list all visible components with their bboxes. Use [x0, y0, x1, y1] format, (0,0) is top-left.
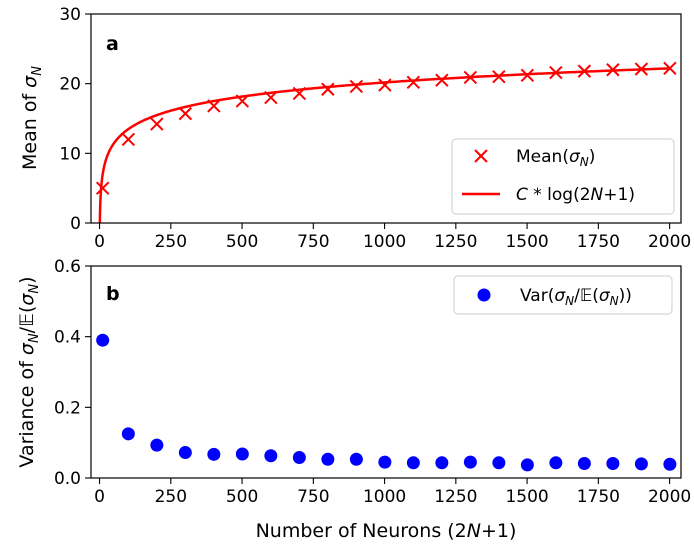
legend-var-marker [477, 288, 491, 302]
panel-a-point [121, 132, 136, 147]
panel-a-point [95, 181, 110, 195]
panel-b-point [634, 457, 648, 471]
panel-b-tick-labels: 0 250 500 750 1000 1250 1500 1750 2000 0.0 0.2 0.4 0… [54, 257, 691, 507]
panel-b-xtick-label: 500 [226, 487, 258, 507]
panel-a-xtick-label: 250 [155, 232, 187, 252]
x-axis-label: Number of Neurons (2N+1) [256, 520, 517, 542]
panel-b-point [264, 449, 278, 463]
panel-a-point [406, 75, 421, 89]
panel-b-legend: Var(σN/𝔼(σN)) [453, 275, 673, 315]
panel-b-ytick-label: 0.6 [54, 257, 81, 277]
panel-b-point [121, 427, 135, 441]
panel-b-point [577, 457, 591, 471]
panel-b-ticks [85, 265, 671, 484]
panel-b-point [321, 452, 335, 466]
panel-a-point [292, 86, 307, 101]
panel-b-legend-box [453, 275, 673, 315]
legend-fit-label: C * log(2N+1) [516, 185, 635, 205]
panel-a-fit-curve [98, 67, 670, 223]
panel-a-xtick-label: 0 [94, 232, 105, 252]
panel-a-xtick-label: 1250 [434, 232, 477, 252]
panel-b-point [178, 446, 192, 460]
panel-b-xtick-label: 750 [297, 487, 329, 507]
panel-b-xtick-label: 1500 [505, 487, 548, 507]
panel-a-point [463, 70, 478, 85]
panel-a-ytick-label: 20 [59, 75, 81, 95]
panel-b-point [349, 452, 363, 466]
panel-b-xtick-label: 0 [94, 487, 105, 507]
panel-b-xtick-label: 2000 [648, 487, 691, 507]
legend-var-label: Var(σN/𝔼(σN)) [520, 286, 632, 308]
panel-a-point [207, 99, 221, 113]
panel-a-point [378, 78, 392, 92]
panel-b: 0 250 500 750 1000 1250 1500 1750 2000 0.0 0.2 0.4 0… [16, 257, 691, 507]
panel-a-frame [90, 13, 682, 224]
panel-a-ticks [85, 13, 671, 229]
panel-a-point [577, 64, 592, 78]
panel-a-point [492, 69, 506, 84]
panel-a-markers [95, 61, 677, 195]
panel-a-xtick-label: 2000 [648, 232, 691, 252]
panel-b-point [463, 455, 477, 469]
panel-a-point [264, 90, 278, 105]
panel-b-point [549, 456, 563, 470]
panel-a-letter: a [106, 33, 119, 55]
panel-a-xtick-label: 500 [226, 232, 258, 252]
panel-b-point [492, 456, 506, 470]
panel-b-ytick-label: 0.2 [54, 398, 81, 418]
panel-a-ytick-label: 10 [59, 144, 81, 164]
panel-b-frame [90, 265, 682, 479]
panel-a-point [606, 63, 620, 77]
panel-a-point [663, 61, 677, 76]
panel-a-ytick-label: 0 [70, 214, 81, 234]
panel-a-point [321, 82, 335, 96]
panel-a-point [235, 94, 250, 108]
panel-b-ytick-label: 0.0 [54, 469, 81, 489]
panel-b-point [520, 458, 534, 472]
panel-b-markers [96, 333, 677, 472]
legend-mean-label: Mean(σN) [516, 147, 595, 169]
panel-a-point [634, 62, 649, 76]
panel-a-xtick-label: 1750 [577, 232, 620, 252]
panel-a-tick-labels: 0 250 500 750 1000 1250 1500 1750 2000 0 10 20 30 [59, 5, 691, 252]
panel-b-point [378, 455, 392, 469]
panel-a-xtick-label: 1500 [505, 232, 548, 252]
panel-b-letter: b [106, 283, 120, 305]
panel-b-xtick-label: 1750 [577, 487, 620, 507]
panel-a-point [520, 68, 535, 83]
panel-b-point [96, 333, 110, 347]
panel-b-xtick-label: 1250 [434, 487, 477, 507]
panel-a-point [435, 73, 449, 87]
panel-a-xtick-label: 750 [297, 232, 329, 252]
panel-b-point [150, 438, 164, 452]
panel-a-point [150, 117, 164, 131]
legend-x-marker [474, 149, 488, 163]
panel-b-point [292, 451, 306, 465]
panel-b-point [435, 456, 449, 470]
panel-a-legend-box [451, 138, 675, 215]
panel-b-point [663, 457, 677, 471]
panel-b-ytick-label: 0.4 [54, 328, 81, 348]
panel-a-ylabel: Mean of σN [19, 66, 45, 170]
panel-a-ytick-label: 30 [59, 5, 81, 25]
panel-b-xtick-label: 1000 [363, 487, 406, 507]
panel-b-point [406, 456, 420, 470]
panel-b-point [606, 457, 620, 471]
panel-a-point [549, 65, 563, 80]
panel-a-point [178, 106, 193, 121]
panel-a-xtick-label: 1000 [363, 232, 406, 252]
panel-a-legend: Mean(σN) C * log(2N+1) [451, 138, 675, 215]
panel-b-point [235, 447, 249, 461]
panel-b-xtick-label: 250 [155, 487, 187, 507]
panel-b-point [207, 447, 221, 461]
panel-a-point [349, 79, 364, 94]
panel-b-ylabel: Variance of σN/𝔼(σN) [16, 276, 42, 467]
